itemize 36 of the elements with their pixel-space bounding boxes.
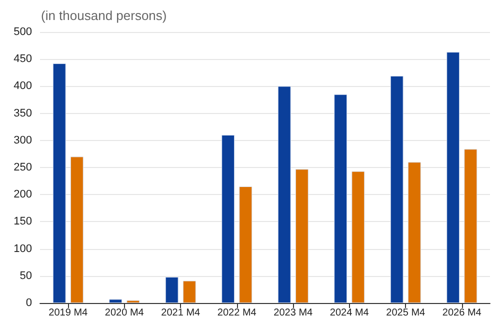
bar: [70, 156, 84, 303]
y-tick-label: 450: [14, 53, 32, 66]
bar: [239, 186, 252, 303]
x-tick-label: 2022 M4: [217, 308, 257, 318]
x-tick-label: 2026 M4: [442, 308, 482, 318]
bar: [165, 276, 178, 303]
y-tick-label: 300: [14, 134, 32, 146]
x-tick-label: 2023 M4: [274, 308, 314, 318]
bar: [352, 171, 365, 303]
x-tick-label: 2025 M4: [386, 308, 426, 318]
x-tick-label: 2020 M4: [104, 308, 144, 318]
bar: [109, 299, 122, 303]
bar: [126, 300, 140, 303]
bar: [408, 162, 421, 303]
x-tick-label: 2019 M4: [48, 308, 88, 318]
bar: [446, 52, 460, 303]
bar: [52, 63, 66, 303]
bar: [295, 169, 308, 303]
bar: [278, 86, 291, 303]
bar: [464, 149, 478, 303]
y-tick-label: 0: [26, 297, 32, 309]
x-tick-label: 2021 M4: [161, 308, 201, 318]
y-tick-label: 100: [14, 242, 32, 255]
bar: [182, 280, 196, 303]
bar: [334, 94, 348, 303]
y-tick-label: 250: [14, 162, 32, 174]
y-tick-label: 500: [14, 26, 32, 38]
chart-subtitle: (in thousand persons): [41, 8, 167, 23]
x-tick-label: 2024 M4: [330, 308, 370, 318]
y-tick-label: 50: [20, 270, 32, 282]
y-tick-label: 350: [14, 107, 32, 120]
y-tick-label: 200: [14, 188, 32, 201]
y-tick-label: 150: [14, 216, 32, 228]
bar: [222, 134, 235, 303]
bar: [390, 76, 404, 303]
y-tick-label: 400: [14, 80, 32, 92]
